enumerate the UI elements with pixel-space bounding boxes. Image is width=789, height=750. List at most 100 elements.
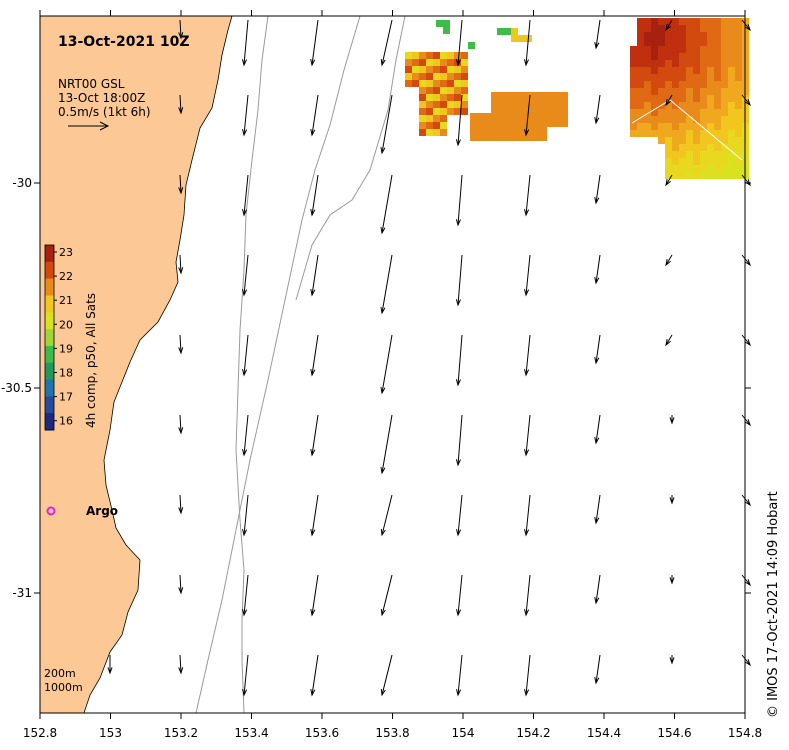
sst-pixel [419,66,426,73]
sst-pixel [644,25,651,32]
current-arrow [525,574,531,616]
sst-pixel [728,137,735,144]
sst-pixel [433,73,440,80]
sst-pixel [658,123,665,130]
current-arrow-head [524,689,530,697]
sst-pixel [700,151,707,158]
current-arrow-head [744,339,751,347]
sst-pixel [721,46,728,53]
sst-pixel [686,123,693,130]
sst-pixel [700,144,707,151]
sst-pixel [540,134,547,141]
sst-pixel [714,144,721,151]
sst-pixel [707,102,714,109]
colorbar-segment [45,396,54,414]
sst-pixel [672,46,679,53]
current-arrow-head [524,529,530,537]
sst-pixel [637,95,644,102]
sst-pixel [693,18,700,25]
sst-pixel [665,95,672,102]
current-arrow [525,654,531,696]
sst-pixel [672,123,679,130]
sst-pixel [419,73,426,80]
sst-pixel [477,120,484,127]
current-arrow [525,19,531,66]
colorbar-segment [45,329,54,347]
current-arrow [311,94,319,136]
sst-pixel [412,59,419,66]
sst-pixel [498,99,505,106]
sst-pixel [630,60,637,67]
sst-pixel [644,67,651,74]
sst-pixel [637,88,644,95]
sst-pixel [721,25,728,32]
sst-pixel [433,59,440,66]
colorbar-segment [45,261,54,280]
sst-pixel [637,53,644,60]
sst-pixel [412,80,419,87]
sst-pixel [644,109,651,116]
sst-pixel [651,81,658,88]
sst-pixel [714,151,721,158]
sst-pixel [658,74,665,81]
current-arrow [381,654,393,696]
sst-pixel [693,137,700,144]
sst-pixel [405,52,412,59]
sst-pixel [707,165,714,172]
sst-pixel [735,165,742,172]
sst-pixel [700,81,707,88]
sst-pixel [714,25,721,32]
sst-pixel [658,109,665,116]
sst-pixel [714,116,721,123]
sst-pixel [470,127,477,134]
sst-pixel [686,60,693,67]
sst-pixel [672,32,679,39]
current-arrow-head [524,129,530,137]
current-arrow [457,414,463,466]
sst-pixel [419,108,426,115]
sst-pixel [679,88,686,95]
sst-pixel [693,158,700,165]
sst-pixel [630,88,637,95]
current-arrow [525,494,531,536]
sst-pixel [454,94,461,101]
sst-pixel [419,87,426,94]
current-arrow [179,334,182,354]
sst-pixel [665,137,672,144]
sst-pixel [714,165,721,172]
y-axis-ticks: -30 -30.5 -31 [1,176,751,600]
sst-pixel [665,39,672,46]
sst-pixel [498,127,505,134]
sst-pixel [686,116,693,123]
sst-pixel [651,67,658,74]
sst-pixel [735,53,742,60]
contour-1000m [195,15,361,714]
sst-pixel [651,116,658,123]
colorbar-tick-label: 19 [59,342,73,355]
sst-pixel [686,137,693,144]
current-arrow-head [594,42,600,50]
current-arrow-head [594,597,600,605]
current-arrow-head [380,608,386,617]
current-arrow-head [380,688,386,697]
current-arrow-head [456,689,462,697]
sst-pixel [554,120,561,127]
sst-pixel [651,102,658,109]
sst-pixel [512,113,519,120]
current-arrow-head [380,528,386,537]
current-arrow [243,19,249,66]
sst-pixel [540,106,547,113]
sst-pixel [637,67,644,74]
sst-pixel [693,123,700,130]
sst-pixel [491,120,498,127]
current-arrow [243,94,249,136]
sst-pixel [679,144,686,151]
argo-label: Argo [86,504,118,518]
sst-pixel [484,120,491,127]
current-arrow-head [744,99,751,107]
sst-pixel [686,158,693,165]
sst-pixel [461,94,468,101]
sst-pixel [461,108,468,115]
legend-line-3: 0.5m/s (1kt 6h) [58,105,151,119]
current-arrow-head [744,579,751,587]
